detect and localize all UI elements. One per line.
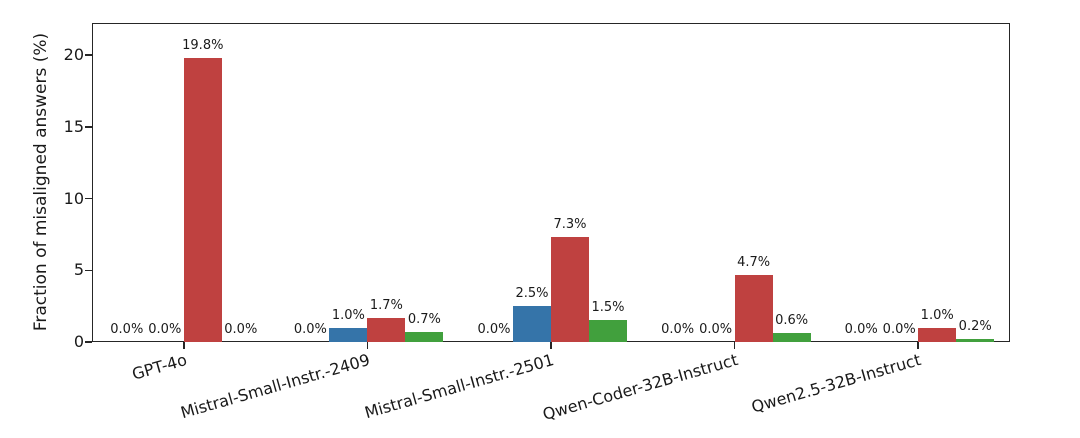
bar-value-label: 0.0% <box>477 322 511 337</box>
bar <box>589 320 627 342</box>
y-tick-mark <box>85 341 92 343</box>
bar-value-label: 0.0% <box>699 322 733 337</box>
x-tick-label: Mistral-Small-Instr.-2501 <box>362 350 556 423</box>
y-tick-label: 20 <box>63 45 84 64</box>
bar-value-label: 0.0% <box>661 322 695 337</box>
x-tick-mark <box>366 342 369 349</box>
bar <box>551 237 589 342</box>
x-tick-mark <box>183 342 185 349</box>
bar <box>367 317 406 342</box>
bar-value-label: 0.0% <box>844 322 878 337</box>
bar <box>734 274 773 342</box>
x-tick-mark <box>550 342 552 349</box>
y-tick-mark <box>85 126 92 128</box>
bar-value-label: 1.0% <box>331 307 365 323</box>
bar-value-label: 0.6% <box>775 313 809 329</box>
bar-value-label: 7.3% <box>553 217 587 233</box>
x-tick-label: Mistral-Small-Instr.-2409 <box>178 350 373 423</box>
bar <box>956 339 995 342</box>
bar-value-label: 1.7% <box>369 297 403 313</box>
y-tick-mark <box>85 197 92 200</box>
y-tick-mark <box>85 269 92 271</box>
bar-value-label: 0.0% <box>882 322 916 337</box>
bar-value-label: 0.0% <box>110 322 144 337</box>
bar <box>513 306 551 342</box>
bar <box>405 331 444 342</box>
y-tick-mark <box>85 54 92 56</box>
y-axis-label: Fraction of misaligned answers (%) <box>31 32 51 332</box>
bar-value-label: 0.0% <box>293 322 327 337</box>
y-tick-label: 15 <box>63 116 84 136</box>
bar-value-label: 1.5% <box>591 300 625 316</box>
bar-value-label: 4.7% <box>737 254 771 270</box>
bar-value-label: 0.7% <box>407 311 441 327</box>
y-tick-label: 0 <box>73 332 84 351</box>
bar <box>329 327 368 342</box>
bar-value-label: 2.5% <box>515 286 549 302</box>
x-tick-label: Qwen2.5-32B-Instruct <box>749 350 924 417</box>
bar <box>772 333 811 342</box>
bar-value-label: 0.2% <box>958 319 992 335</box>
bar-value-label: 1.0% <box>920 307 954 323</box>
bar <box>183 57 222 342</box>
y-tick-label: 5 <box>73 260 84 280</box>
x-tick-mark <box>917 342 919 349</box>
x-tick-label: Qwen-Coder-32B-Instruct <box>540 350 740 425</box>
bar-value-label: 19.8% <box>182 37 224 53</box>
bar <box>918 327 957 342</box>
bar-value-label: 0.0% <box>224 322 258 337</box>
x-tick-label: GPT-4o <box>129 350 189 384</box>
x-tick-mark <box>733 342 736 349</box>
y-tick-label: 10 <box>63 188 84 208</box>
bar-value-label: 0.0% <box>148 322 182 337</box>
